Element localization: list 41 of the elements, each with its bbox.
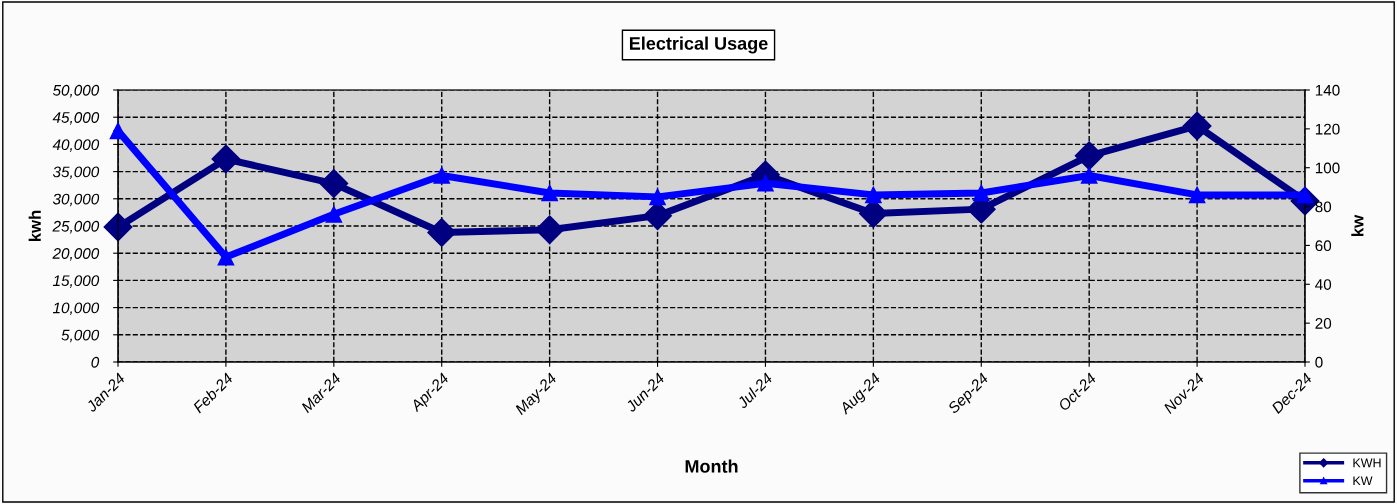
point	[535, 215, 565, 245]
legend-label: KW	[1353, 476, 1373, 486]
y-tick-label: 20,000	[52, 248, 100, 261]
y2-tick-label: 20	[1315, 318, 1332, 329]
y2-tick-label: 120	[1315, 123, 1340, 135]
y-tick-label: 25,000	[52, 220, 100, 234]
point	[217, 248, 235, 266]
point	[427, 218, 457, 247]
point	[649, 188, 666, 206]
point	[865, 186, 882, 204]
point	[972, 184, 990, 202]
y-tick-label: 45,000	[52, 112, 100, 125]
chart-title: Electrical Usage	[629, 36, 768, 54]
point	[319, 169, 349, 199]
x-axis-title: Month	[685, 459, 738, 473]
point	[1074, 141, 1104, 171]
legend-label: KWH	[1353, 458, 1381, 468]
point	[757, 174, 774, 192]
y-tick-label: 0	[91, 356, 100, 368]
y2-tick-label: 40	[1315, 279, 1332, 290]
y2-tick-label: 100	[1315, 162, 1340, 174]
point	[325, 206, 343, 223]
y2-tick-label: 60	[1315, 240, 1332, 252]
y-tick-label: 30,000	[52, 193, 100, 207]
point	[1188, 186, 1206, 204]
y2-tick-label: 80	[1315, 201, 1332, 213]
point	[211, 144, 241, 174]
point	[1182, 111, 1212, 141]
y-tick-label: 40,000	[52, 139, 100, 152]
y-tick-label: 10,000	[52, 302, 100, 316]
point	[433, 167, 451, 184]
y2-tick-label: 140	[1315, 84, 1340, 96]
y-tick-label: 15,000	[52, 275, 100, 288]
point	[1080, 167, 1098, 184]
y-tick-label: 5,000	[61, 329, 100, 343]
y-axis-title: kwh	[28, 210, 41, 242]
y-tick-label: 50,000	[52, 84, 100, 98]
y-tick-label: 35,000	[52, 166, 100, 180]
y2-tick-label: 0	[1315, 356, 1323, 368]
point	[541, 184, 558, 202]
y2-axis-title: kw	[1351, 214, 1364, 236]
